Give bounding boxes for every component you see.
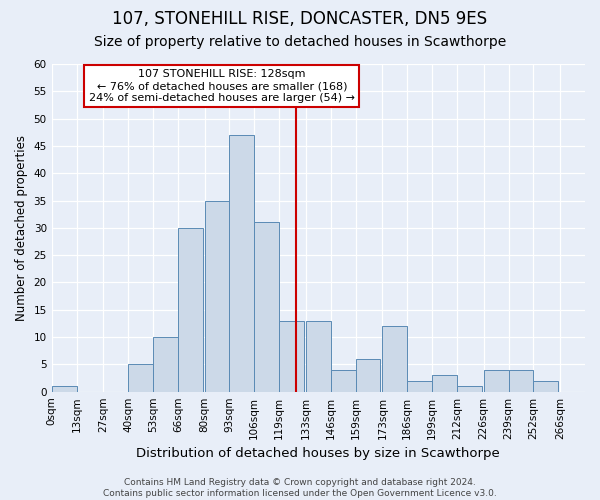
- Y-axis label: Number of detached properties: Number of detached properties: [15, 135, 28, 321]
- Bar: [407, 381, 432, 392]
- Bar: [279, 320, 304, 392]
- Bar: [331, 370, 356, 392]
- Bar: [382, 326, 407, 392]
- Bar: [484, 370, 509, 392]
- Bar: [356, 359, 380, 392]
- Bar: [254, 222, 279, 392]
- Bar: [533, 381, 558, 392]
- X-axis label: Distribution of detached houses by size in Scawthorpe: Distribution of detached houses by size …: [136, 447, 500, 460]
- Bar: [306, 320, 331, 392]
- Text: 107 STONEHILL RISE: 128sqm
← 76% of detached houses are smaller (168)
24% of sem: 107 STONEHILL RISE: 128sqm ← 76% of deta…: [89, 70, 355, 102]
- Text: Contains HM Land Registry data © Crown copyright and database right 2024.
Contai: Contains HM Land Registry data © Crown c…: [103, 478, 497, 498]
- Bar: [205, 200, 229, 392]
- Bar: [178, 228, 203, 392]
- Text: 107, STONEHILL RISE, DONCASTER, DN5 9ES: 107, STONEHILL RISE, DONCASTER, DN5 9ES: [112, 10, 488, 28]
- Bar: [457, 386, 482, 392]
- Bar: [229, 135, 254, 392]
- Bar: [153, 337, 178, 392]
- Text: Size of property relative to detached houses in Scawthorpe: Size of property relative to detached ho…: [94, 35, 506, 49]
- Bar: [432, 376, 457, 392]
- Bar: [128, 364, 153, 392]
- Bar: [509, 370, 533, 392]
- Bar: [52, 386, 77, 392]
